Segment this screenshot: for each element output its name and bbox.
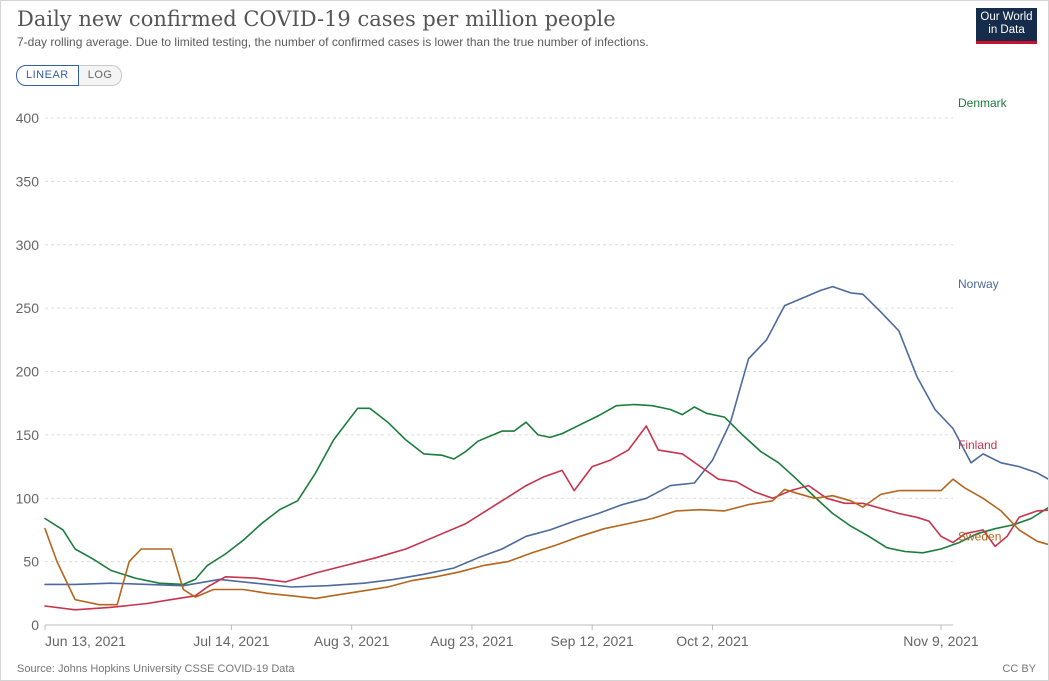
- x-tick-label: Nov 9, 2021: [903, 633, 979, 649]
- series-line-norway: [44, 285, 1048, 588]
- y-tick-label: 100: [16, 490, 40, 506]
- y-tick-label: 0: [31, 617, 39, 633]
- logo-line-1: Our World: [980, 11, 1033, 23]
- x-tick-label: Aug 23, 2021: [430, 633, 514, 649]
- x-tick-label: Jul 14, 2021: [193, 633, 269, 649]
- y-tick-label: 350: [16, 173, 40, 189]
- y-tick-label: 300: [16, 237, 40, 253]
- linear-scale-button[interactable]: LINEAR: [16, 65, 79, 86]
- x-tick-label: Aug 3, 2021: [314, 633, 390, 649]
- license-link[interactable]: CC BY: [1002, 663, 1036, 675]
- y-tick-label: 150: [16, 427, 40, 443]
- y-tick-label: 400: [16, 110, 40, 126]
- series-label-sweden: Sweden: [958, 529, 1001, 543]
- chart-title: Daily new confirmed COVID-19 cases per m…: [17, 7, 616, 31]
- series-label-denmark: Denmark: [958, 96, 1008, 110]
- series-line-sweden: [44, 478, 1048, 606]
- series-line-denmark: [44, 403, 1048, 586]
- series-label-finland: Finland: [958, 438, 997, 452]
- source-note: Source: Johns Hopkins University CSSE CO…: [17, 663, 295, 675]
- x-tick-label: Sep 12, 2021: [551, 633, 635, 649]
- owid-logo[interactable]: Our World in Data: [976, 8, 1037, 44]
- series-label-norway: Norway: [958, 277, 999, 291]
- y-tick-label: 200: [16, 364, 40, 380]
- x-tick-label: Jun 13, 2021: [45, 633, 126, 649]
- scale-toggle: LINEAR LOG: [16, 65, 123, 86]
- x-tick-label: Oct 2, 2021: [676, 633, 749, 649]
- y-tick-label: 50: [23, 554, 39, 570]
- log-scale-button[interactable]: LOG: [78, 65, 123, 86]
- y-tick-label: 250: [16, 300, 40, 316]
- series-line-finland: [44, 425, 1048, 611]
- logo-line-2: in Data: [988, 24, 1025, 36]
- chart-subtitle: 7-day rolling average. Due to limited te…: [17, 35, 649, 49]
